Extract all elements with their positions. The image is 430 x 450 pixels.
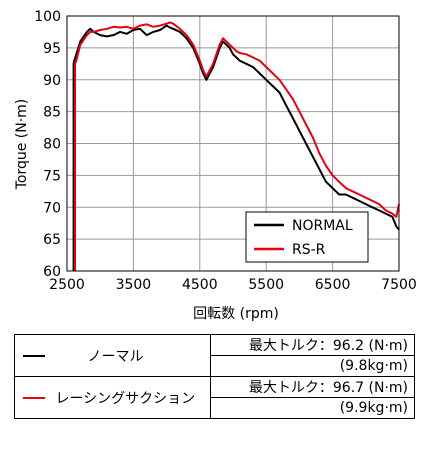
legend-label-rsr: RS-R bbox=[292, 242, 326, 258]
x-tick-label: 7500 bbox=[381, 277, 417, 293]
y-tick-label: 95 bbox=[43, 41, 61, 57]
series-line-normal bbox=[72, 24, 400, 271]
y-tick-label: 100 bbox=[34, 9, 61, 25]
y-tick-label: 90 bbox=[43, 73, 61, 89]
spec-table: ノーマル 最大トルク：96.2 (N·m) (9.8kg·m) レーシングサクシ… bbox=[14, 334, 415, 419]
table-row: (9.9kg·m) bbox=[15, 397, 415, 419]
legend: NORMAL RS-R bbox=[245, 211, 369, 263]
kgm-normal: (9.8kg·m) bbox=[210, 355, 415, 377]
torque-chart: 60 65 70 75 80 85 90 95 100 2500 3500 4500 5500 6500 7… bbox=[14, 9, 417, 322]
legend-box bbox=[245, 211, 369, 263]
y-tick-label: 80 bbox=[43, 137, 61, 153]
x-tick-label: 5500 bbox=[248, 277, 284, 293]
x-tick-label: 4500 bbox=[182, 277, 218, 293]
x-axis-label: 回転数 (rpm) bbox=[193, 306, 279, 322]
table-row: レーシングサクション 最大トルク：96.7 (N·m) bbox=[14, 376, 415, 419]
y-tick-label: 70 bbox=[43, 200, 61, 216]
kgm-rsr: (9.9kg·m) bbox=[210, 397, 415, 419]
plot-frame bbox=[66, 15, 400, 272]
x-tick-label: 6500 bbox=[315, 277, 351, 293]
y-tick-label: 60 bbox=[43, 264, 61, 280]
max-torque-rsr: 最大トルク：96.7 (N·m) bbox=[210, 376, 415, 398]
table-row: ノーマル 最大トルク：96.2 (N·m) bbox=[14, 334, 415, 377]
model-name-rsr: レーシングサクション bbox=[55, 390, 196, 407]
model-name-normal: ノーマル bbox=[87, 348, 144, 365]
y-tick-label: 65 bbox=[43, 232, 61, 248]
tick-labels: 60 65 70 75 80 85 90 95 100 2500 3500 4500 5500 6500 7… bbox=[34, 9, 417, 293]
y-tick-label: 85 bbox=[43, 105, 61, 121]
y-tick-label: 75 bbox=[43, 168, 61, 184]
x-tick-label: 2500 bbox=[49, 277, 85, 293]
y-axis-label: Torque (N·m) bbox=[14, 99, 30, 191]
max-torque-normal: 最大トルク：96.2 (N·m) bbox=[210, 334, 415, 356]
legend-label-normal: NORMAL bbox=[292, 218, 353, 234]
swatch-rsr bbox=[23, 396, 45, 399]
x-tick-label: 3500 bbox=[116, 277, 152, 293]
series-line-rs-r bbox=[74, 21, 400, 271]
swatch-normal bbox=[23, 354, 45, 357]
model-cell-normal: ノーマル bbox=[14, 334, 211, 377]
series-lines bbox=[72, 21, 400, 271]
model-cell-rsr: レーシングサクション bbox=[14, 376, 211, 419]
